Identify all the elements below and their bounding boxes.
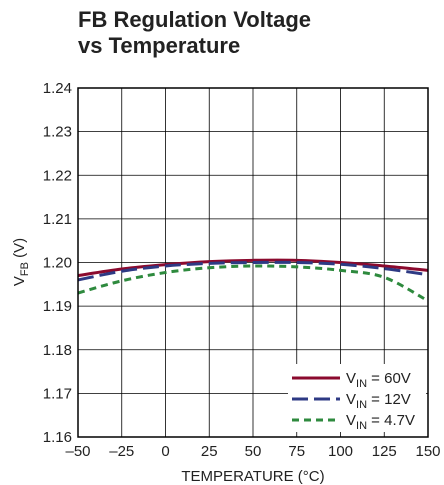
legend-label-main: V — [346, 370, 356, 387]
plot-frame — [77, 87, 429, 438]
x-axis-label: TEMPERATURE (°C) — [181, 468, 324, 485]
y-tick-label: 1.17 — [43, 385, 72, 402]
legend-label-sub: IN — [356, 420, 367, 432]
x-tick-label: 0 — [161, 443, 169, 460]
y-axis-ticks: 1.16 1.17 1.18 1.19 1.20 1.21 1.22 1.23 1.24 — [43, 80, 72, 446]
legend-label-sub: IN — [356, 378, 367, 390]
legend-label-value: = 4.7V — [367, 412, 415, 429]
x-tick-label: 75 — [288, 443, 305, 460]
y-tick-label: 1.20 — [43, 255, 72, 272]
y-tick-label: 1.24 — [43, 80, 72, 97]
x-tick-label: 100 — [328, 443, 353, 460]
legend-label-0: VIN = 60V — [346, 370, 411, 390]
x-tick-label: 150 — [415, 443, 440, 460]
series-line-0 — [77, 258, 429, 278]
y-tick-label: 1.21 — [43, 211, 72, 228]
legend-label-2: VIN = 4.7V — [346, 412, 415, 432]
legend-label-main: V — [346, 412, 356, 429]
x-tick-label: –50 — [65, 443, 90, 460]
legend-label-1: VIN = 12V — [346, 391, 411, 411]
x-tick-label: 50 — [245, 443, 262, 460]
y-axis-label-unit: (V) — [11, 238, 28, 262]
legend-label-sub: IN — [356, 399, 367, 411]
legend-label-value: = 60V — [367, 370, 411, 387]
y-tick-label: 1.23 — [43, 124, 72, 141]
y-axis-label-sub: FB — [19, 262, 31, 276]
y-axis-label: VFB (V) — [11, 238, 31, 286]
legend-label-value: = 12V — [367, 391, 411, 408]
x-axis-ticks: –50 –25 0 25 50 75 100 125 150 — [65, 443, 440, 460]
y-tick-label: 1.18 — [43, 342, 72, 359]
series-line-1 — [77, 260, 429, 282]
chart-title-line-1: FB Regulation Voltage — [78, 7, 311, 32]
y-tick-label: 1.16 — [43, 429, 72, 446]
legend-label-main: V — [346, 391, 356, 408]
y-axis-label-main: V — [11, 276, 28, 286]
series-layer — [77, 258, 429, 303]
x-tick-label: 125 — [372, 443, 397, 460]
x-tick-label: –25 — [109, 443, 134, 460]
chart-title-line-2: vs Temperature — [78, 33, 240, 58]
y-tick-label: 1.19 — [43, 298, 72, 315]
y-tick-label: 1.22 — [43, 167, 72, 184]
x-tick-label: 25 — [201, 443, 218, 460]
